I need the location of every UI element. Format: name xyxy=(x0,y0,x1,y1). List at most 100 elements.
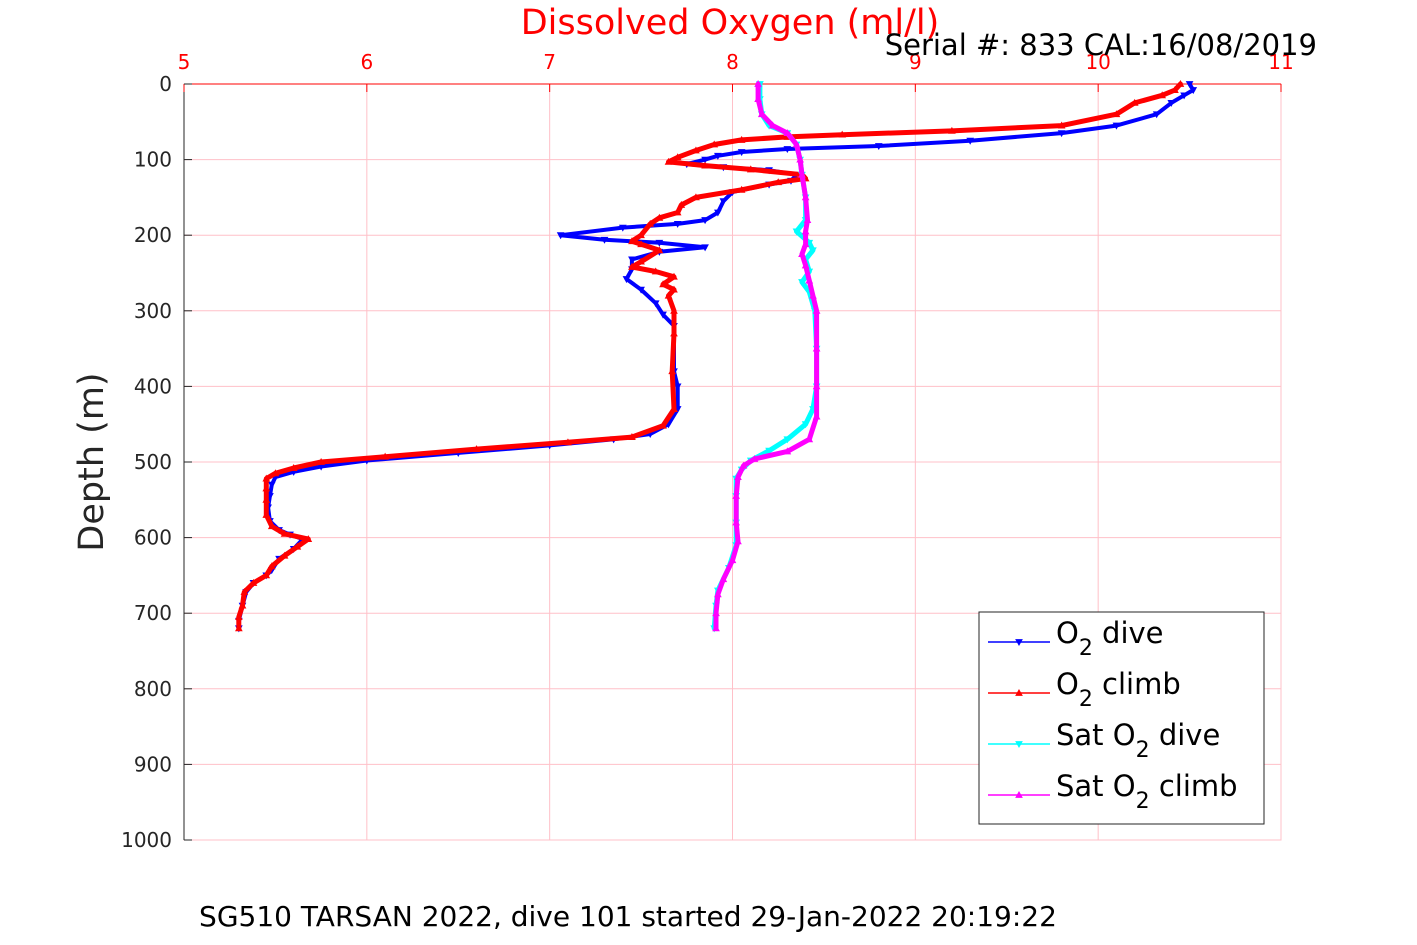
data-point xyxy=(1152,111,1161,119)
data-point xyxy=(719,575,728,583)
data-point xyxy=(564,438,572,446)
x-tick-label: 10 xyxy=(1085,50,1110,74)
data-point xyxy=(801,261,810,269)
data-point xyxy=(812,306,821,314)
x-tick-label: 9 xyxy=(909,50,922,74)
data-point xyxy=(659,421,667,429)
data-point xyxy=(1130,98,1139,106)
data-point xyxy=(673,153,682,161)
legend-label-text: Sat O xyxy=(1056,718,1136,752)
data-point xyxy=(812,412,821,420)
data-point xyxy=(262,510,271,518)
data-point xyxy=(293,542,302,550)
data-point xyxy=(712,624,720,632)
data-point xyxy=(737,149,746,157)
y-tick-label: 600 xyxy=(134,526,172,550)
legend-label-subscript: 2 xyxy=(1079,636,1093,661)
data-point xyxy=(1057,130,1066,138)
x-tick-label: 7 xyxy=(543,50,556,74)
data-point xyxy=(714,590,722,598)
data-point xyxy=(235,612,243,620)
data-point xyxy=(692,146,700,154)
data-point xyxy=(798,279,806,287)
data-point xyxy=(948,126,956,134)
x-tick-label: 6 xyxy=(360,50,373,74)
data-point xyxy=(280,529,289,537)
data-point xyxy=(734,537,742,545)
legend-label-subscript: 2 xyxy=(1136,738,1150,763)
data-point xyxy=(670,405,678,412)
data-point xyxy=(249,578,258,586)
legend-label: Sat O2 dive xyxy=(1056,718,1220,763)
data-point xyxy=(768,121,777,129)
data-point xyxy=(655,239,664,247)
data-point xyxy=(637,286,645,294)
data-point xyxy=(874,143,883,151)
data-point xyxy=(637,240,645,248)
data-point xyxy=(673,383,682,391)
legend-marker-swatch xyxy=(1015,741,1023,749)
data-point xyxy=(668,367,677,375)
data-point xyxy=(719,198,728,206)
data-point xyxy=(732,518,741,526)
data-point xyxy=(1176,79,1185,87)
data-point xyxy=(765,447,773,455)
data-point xyxy=(701,161,709,169)
data-point xyxy=(796,155,804,163)
data-point xyxy=(809,247,817,255)
data-point xyxy=(271,469,280,477)
legend-label: Sat O2 climb xyxy=(1056,769,1238,814)
data-point xyxy=(304,535,313,543)
data-point xyxy=(262,484,271,492)
legend-label-suffix: dive xyxy=(1150,718,1221,752)
data-point xyxy=(801,240,810,248)
legend-entry-sat-climb: Sat O2 climb xyxy=(988,769,1238,814)
data-point xyxy=(737,185,746,193)
data-point xyxy=(754,95,762,103)
data-point xyxy=(664,291,673,299)
data-point xyxy=(809,291,817,299)
data-point xyxy=(801,421,810,429)
legend-label-suffix: dive xyxy=(1093,616,1164,650)
data-point xyxy=(1180,92,1188,100)
data-point xyxy=(728,556,737,564)
data-point xyxy=(670,272,678,280)
data-point xyxy=(1112,122,1121,130)
data-point xyxy=(812,344,821,352)
data-point xyxy=(280,551,289,559)
y-tick-label: 800 xyxy=(134,677,172,701)
legend-entry-o2-dive: O2 dive xyxy=(988,616,1164,661)
legend-label: O2 dive xyxy=(1056,616,1164,661)
data-point xyxy=(774,178,783,186)
series-layer xyxy=(235,79,1198,633)
data-point xyxy=(235,624,243,632)
data-point xyxy=(1158,91,1167,99)
data-point xyxy=(792,228,801,236)
data-point xyxy=(757,110,766,118)
data-point xyxy=(1171,86,1179,93)
x-tick-label: 8 xyxy=(726,50,739,74)
data-point xyxy=(262,495,271,503)
data-point xyxy=(677,200,686,208)
legend-label-text: Sat O xyxy=(1056,769,1136,803)
legend-label-suffix: climb xyxy=(1150,769,1238,803)
data-point xyxy=(701,217,709,225)
y-axis-label: Depth (m) xyxy=(72,372,112,551)
data-point xyxy=(670,306,678,314)
data-point xyxy=(798,250,806,257)
figure-caption: SG510 TARSAN 2022, dive 101 started 29-J… xyxy=(199,900,1057,933)
data-point xyxy=(238,601,247,609)
data-point xyxy=(805,276,814,284)
data-point xyxy=(838,130,847,138)
y-tick-label: 500 xyxy=(134,450,172,474)
data-point xyxy=(1057,121,1066,129)
legend-label-subscript: 2 xyxy=(1079,687,1093,712)
data-point xyxy=(618,224,627,232)
x-ticks: 5 6 7 8 9 10 11 xyxy=(178,50,1294,92)
data-point xyxy=(381,452,389,460)
legend-entry-sat-dive: Sat O2 dive xyxy=(988,718,1220,763)
y-tick-label: 400 xyxy=(134,374,172,398)
legend-marker-swatch xyxy=(1015,639,1023,647)
data-point xyxy=(673,220,682,228)
